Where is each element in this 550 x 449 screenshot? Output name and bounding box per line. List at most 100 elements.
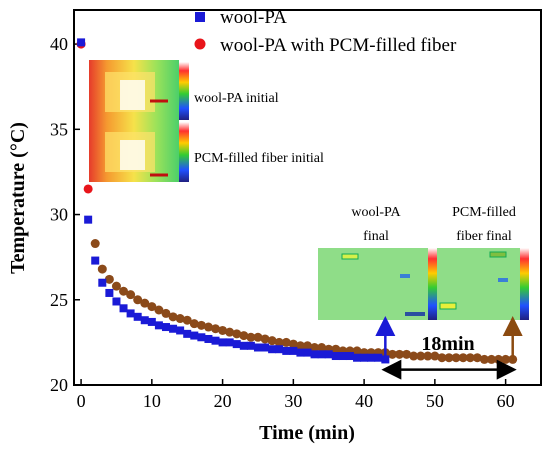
- point-pcm-fiber: [225, 327, 235, 337]
- point-wool-pa: [133, 312, 142, 321]
- point-pcm-fiber: [133, 295, 143, 305]
- point-wool-pa: [77, 38, 86, 47]
- label-wool-pa-final-line1: wool-PA: [351, 205, 401, 220]
- legend-marker-pcm: [194, 38, 206, 50]
- point-pcm-fiber: [154, 305, 164, 315]
- point-wool-pa: [211, 336, 220, 345]
- point-pcm-fiber: [90, 239, 100, 249]
- point-wool-pa: [225, 338, 234, 347]
- colorbar-final-1: [428, 248, 437, 320]
- x-tick-label: 10: [143, 391, 161, 411]
- point-wool-pa: [317, 350, 326, 359]
- point-pcm-fiber: [331, 344, 341, 354]
- point-pcm-fiber: [246, 332, 256, 342]
- point-wool-pa: [282, 346, 291, 355]
- y-axis-title: Temperature (°C): [7, 122, 29, 274]
- label-wool-pa-initial: wool-PA initial: [194, 91, 279, 106]
- point-wool-pa: [197, 333, 206, 342]
- point-wool-pa: [91, 256, 100, 265]
- point-pcm-fiber: [281, 337, 291, 347]
- point-wool-pa: [239, 341, 248, 350]
- point-pcm-fiber: [140, 298, 150, 308]
- point-pcm-fiber: [161, 308, 171, 318]
- point-pcm-fiber: [111, 281, 121, 291]
- x-tick-label: 30: [284, 391, 302, 411]
- point-wool-pa: [218, 338, 227, 347]
- label-wool-pa-final-line2: final: [363, 229, 389, 244]
- x-axis-title: Time (min): [259, 422, 355, 444]
- point-wool-pa: [367, 353, 376, 362]
- point-wool-pa: [310, 350, 319, 359]
- point-wool-pa: [204, 334, 213, 343]
- point-pcm-fiber: [267, 336, 277, 346]
- x-tick-label: 50: [426, 391, 444, 411]
- point-pcm-fiber: [147, 302, 157, 312]
- point-wool-pa: [112, 297, 121, 306]
- x-tick-label: 40: [355, 391, 373, 411]
- point-wool-pa: [360, 353, 369, 362]
- point-pcm-fiber: [352, 346, 362, 356]
- point-wool-pa: [275, 345, 284, 354]
- point-wool-pa: [140, 316, 149, 325]
- point-pcm-fiber: [253, 332, 263, 342]
- point-pcm-fiber: [175, 314, 185, 324]
- point-wool-pa: [232, 340, 241, 349]
- point-pcm-fiber: [189, 319, 199, 329]
- point-pcm-fiber: [203, 322, 213, 332]
- inset-initial-images: wool-PA initial PCM-filled fiber initial: [89, 60, 324, 182]
- point-wool-pa: [353, 353, 362, 362]
- duration-label: 18min: [421, 333, 474, 355]
- point-pcm-fiber: [218, 325, 228, 335]
- y-tick-label: 20: [50, 375, 68, 395]
- legend: wool-PA wool-PA with PCM-filled fiber: [194, 7, 457, 56]
- x-tick-label: 60: [497, 391, 515, 411]
- point-pcm-fiber: [196, 320, 206, 330]
- point-pcm-fiber: [402, 349, 412, 359]
- colorbar-initial-2: [179, 122, 189, 182]
- axis-ticks: 0 10 20 30 40 50 60 20 25 30 35 40: [50, 34, 515, 411]
- point-pcm-fiber: [303, 341, 312, 351]
- point-pcm-fiber: [423, 351, 433, 361]
- colorbar-initial-1: [179, 62, 189, 120]
- point-wool-pa: [331, 352, 340, 361]
- point-wool-pa: [176, 326, 185, 335]
- point-pcm-fiber: [126, 290, 136, 300]
- point-pcm-fiber: [310, 343, 320, 352]
- point-pcm-fiber: [288, 339, 298, 349]
- annotation-arrows: [375, 316, 523, 380]
- label-pcm-final-line2: fiber final: [456, 229, 512, 244]
- plot-frame: [73, 9, 542, 386]
- y-tick-label: 40: [50, 34, 68, 54]
- point-wool-pa: [289, 346, 298, 355]
- colorbar-final-2: [520, 248, 529, 320]
- point-pcm-fiber: [232, 329, 242, 339]
- point-wool-pa: [169, 324, 178, 333]
- label-pcm-initial: PCM-filled fiber initial: [194, 151, 324, 166]
- point-wool-pa: [296, 348, 305, 357]
- point-wool-pa: [183, 329, 192, 338]
- point-wool-pa: [84, 215, 93, 224]
- y-tick-label: 25: [50, 290, 68, 310]
- point-pcm-fiber: [182, 315, 192, 325]
- point-pcm-fiber: [387, 349, 397, 359]
- point-wool-pa: [105, 288, 114, 297]
- point-pcm-fiber: [260, 334, 270, 344]
- point-pcm-fiber: [416, 351, 426, 361]
- point-wool-pa: [253, 343, 262, 352]
- point-pcm-fiber: [119, 286, 129, 296]
- legend-marker-wool-pa: [195, 12, 205, 22]
- point-pcm-fiber: [239, 331, 249, 341]
- point-wool-pa: [374, 353, 383, 362]
- point-pcm-fiber: [295, 341, 305, 351]
- legend-label-wool-pa: wool-PA: [220, 7, 287, 28]
- point-pcm-fiber: [211, 324, 221, 334]
- inset-final-images: wool-PA final PCM-filled fiber final: [318, 205, 529, 320]
- point-pcm-fiber: [274, 337, 284, 347]
- point-pcm-fiber: [104, 274, 114, 284]
- point-wool-pa: [303, 348, 312, 357]
- legend-label-pcm: wool-PA with PCM-filled fiber: [220, 35, 457, 56]
- point-wool-pa: [338, 352, 347, 361]
- point-wool-pa: [324, 350, 333, 359]
- point-pcm-fiber: [409, 351, 419, 361]
